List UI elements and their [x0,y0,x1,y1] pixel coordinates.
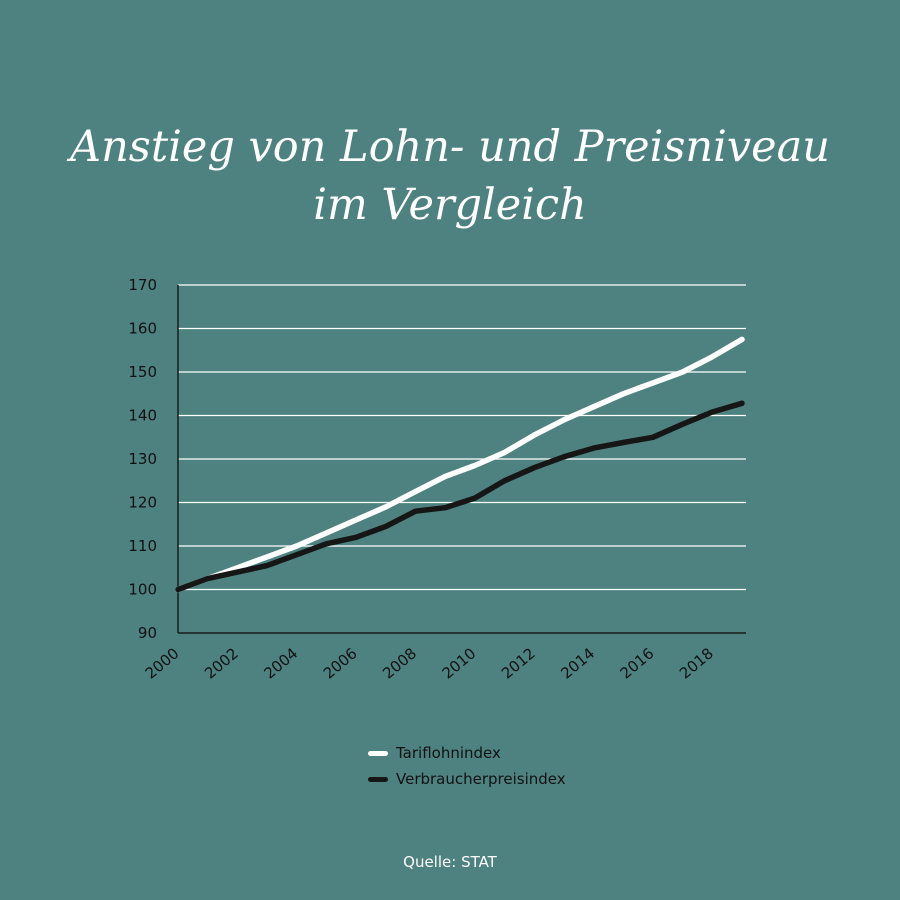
source-note: Quelle: STAT [403,853,497,871]
x-tick-label-2014: 2014 [557,644,598,682]
x-tick-label-2002: 2002 [201,644,242,682]
y-tick-label-100: 100 [128,581,157,599]
legend: Tariflohnindex Verbraucherpreisindex [368,740,566,792]
legend-item-tariflohnindex: Tariflohnindex [368,740,566,766]
y-tick-label-110: 110 [128,537,157,555]
legend-label-tariflohnindex: Tariflohnindex [396,744,501,762]
chart-title-line-2: im Vergleich [313,180,587,230]
legend-label-verbraucherpreisindex: Verbraucherpreisindex [396,770,566,788]
x-tick-label-2012: 2012 [498,644,539,682]
y-tick-label-90: 90 [138,624,157,642]
y-tick-label-120: 120 [128,494,157,512]
x-tick-label-2016: 2016 [617,644,658,682]
y-tick-label-150: 150 [128,363,157,381]
grid-lines [178,284,746,591]
y-tick-label-140: 140 [128,407,157,425]
x-tick-label-2000: 2000 [142,644,183,682]
series-line-tariflohnindex [175,336,745,593]
series-lines [175,336,745,593]
x-tick-label-2018: 2018 [676,644,717,682]
x-tick-label-2010: 2010 [439,644,480,682]
axes [177,285,746,634]
x-axis-ticks: 2000 2002 2004 2006 2008 2010 2012 2014 2016 2018 [142,644,717,682]
y-tick-label-170: 170 [128,276,157,294]
chart-title: Anstieg von Lohn- und Preisniveau im Ver… [0,118,900,234]
x-tick-label-2004: 2004 [260,644,301,682]
legend-item-verbraucherpreisindex: Verbraucherpreisindex [368,766,566,792]
series-line-verbraucherpreisindex [175,400,745,593]
legend-swatch-verbraucherpreisindex [368,776,388,782]
x-tick-label-2008: 2008 [379,644,420,682]
y-axis-ticks: 90 100 110 120 130 140 150 160 170 [128,276,157,642]
y-tick-label-130: 130 [128,450,157,468]
legend-swatch-tariflohnindex [368,750,388,756]
y-tick-label-160: 160 [128,320,157,338]
x-tick-label-2006: 2006 [320,644,361,682]
chart-title-line-1: Anstieg von Lohn- und Preisniveau [70,122,830,172]
